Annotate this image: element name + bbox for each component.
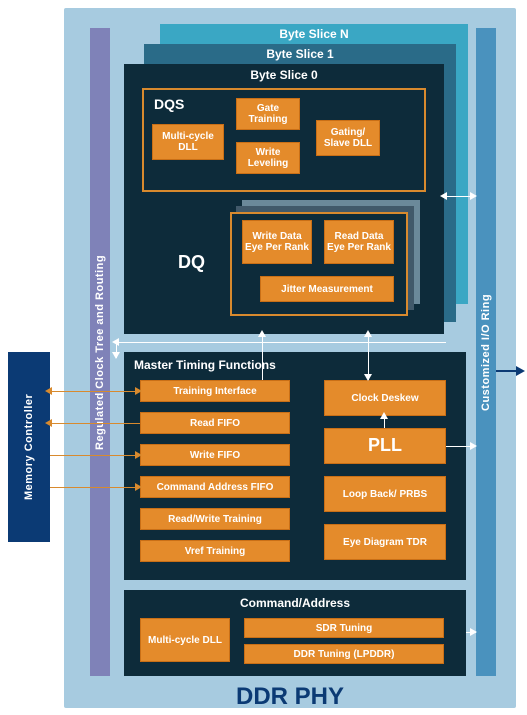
cmd-addr-title: Command/Address (124, 590, 466, 616)
dq-panel: DQ Write Data Eye Per Rank Read Data Eye… (142, 208, 426, 314)
vref-training: Vref Training (140, 540, 290, 562)
byte-slice-1-label: Byte Slice 1 (144, 44, 456, 64)
read-fifo: Read FIFO (140, 412, 290, 434)
memory-controller: Memory Controller (8, 352, 50, 542)
conn-bs-master-dh (112, 352, 120, 359)
rw-training: Read/Write Training (140, 508, 290, 530)
arrow-mc-train-rh (135, 387, 142, 395)
dqs-label: DQS (154, 96, 184, 112)
byte-slice-0: Byte Slice 0 DQS Multi-cycle DLL Gate Tr… (124, 64, 444, 334)
clock-tree-column: Regulated Clock Tree and Routing (90, 28, 110, 676)
ddr-tuning: DDR Tuning (LPDDR) (244, 644, 444, 664)
master-timing: Master Timing Functions Training Interfa… (124, 352, 466, 580)
ext-arrow (496, 370, 518, 372)
arrow-mc-cmdfifo-rh (135, 483, 142, 491)
training-interface: Training Interface (140, 380, 290, 402)
pll-to-deskew-h (380, 412, 388, 419)
ddr-phy-title: DDR PHY (64, 683, 516, 711)
dq-stack-front: Write Data Eye Per Rank Read Data Eye Pe… (230, 212, 408, 316)
arrow-mc-writefifo (50, 455, 140, 456)
io-ring-column: Customized I/O Ring (476, 28, 496, 676)
eye-tdr: Eye Diagram TDR (324, 524, 446, 560)
cmd-addr-fifo: Command Address FIFO (140, 476, 290, 498)
arrow-mc-readfifo-lh (45, 419, 52, 427)
sdr-tuning: SDR Tuning (244, 618, 444, 638)
byte-slice-0-label: Byte Slice 0 (124, 64, 444, 85)
conn-bs-master-h (116, 342, 446, 343)
dq-jitter: Jitter Measurement (260, 276, 394, 302)
dqs-write-leveling: Write Leveling (236, 142, 300, 174)
arrow-pll-io-rh (470, 442, 477, 450)
conn-deskew-up (262, 334, 263, 380)
dq-write-eye: Write Data Eye Per Rank (242, 220, 312, 264)
loopback: Loop Back/ PRBS (324, 476, 446, 512)
conn-pll-up-h (364, 330, 372, 337)
byte-slice-n-label: Byte Slice N (160, 24, 468, 44)
write-fifo: Write FIFO (140, 444, 290, 466)
clock-deskew: Clock Deskew (324, 380, 446, 416)
arrow-bs-io-rh (470, 192, 477, 200)
conn-bs-master-lh (112, 338, 119, 346)
arrow-bs-io-lh (440, 192, 447, 200)
arrow-mc-train-lh (45, 387, 52, 395)
master-title: Master Timing Functions (124, 352, 466, 378)
conn-deskew-up-h (258, 330, 266, 337)
arrow-mc-writefifo-rh (135, 451, 142, 459)
conn-pll-dn-h (364, 374, 372, 381)
arrow-mc-train (50, 391, 140, 392)
arrow-mc-readfifo (50, 423, 140, 424)
dq-label: DQ (178, 252, 205, 273)
cmd-addr-panel: Command/Address Multi-cycle DLL SDR Tuni… (124, 590, 466, 676)
arrow-mc-cmdfifo (50, 487, 140, 488)
dqs-gate-training: Gate Training (236, 98, 300, 130)
arrow-ca-io-rh (470, 628, 477, 636)
dqs-multicycle-dll: Multi-cycle DLL (152, 124, 224, 160)
ca-multicycle-dll: Multi-cycle DLL (140, 618, 230, 662)
ext-arrow-h (516, 366, 525, 376)
pll: PLL (324, 428, 446, 464)
dqs-panel: DQS Multi-cycle DLL Gate Training Write … (142, 88, 426, 192)
dqs-gating-slave: Gating/ Slave DLL (316, 120, 380, 156)
dq-read-eye: Read Data Eye Per Rank (324, 220, 394, 264)
